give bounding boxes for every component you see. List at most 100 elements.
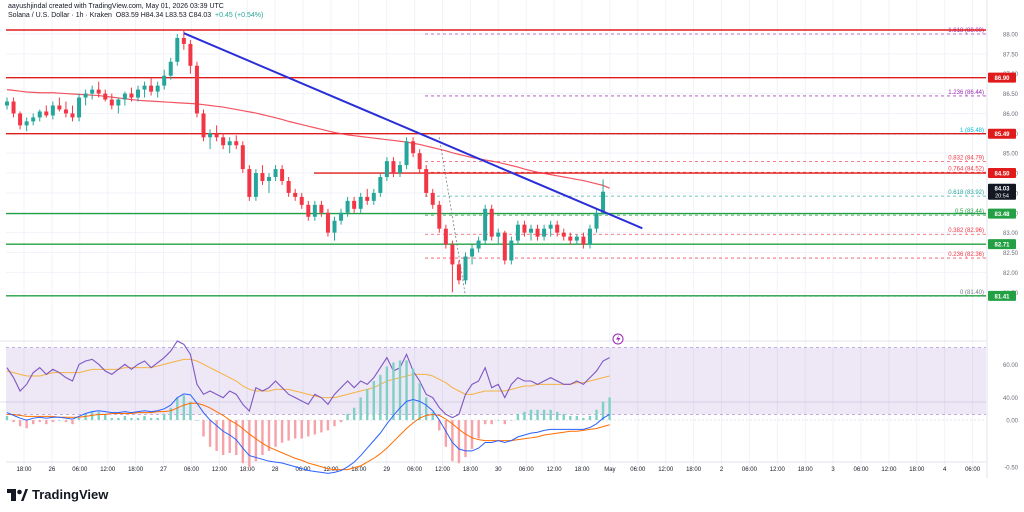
price-tick-label: 82.00 (1003, 271, 1019, 277)
candle (208, 129, 213, 150)
macd-histogram-bar (431, 411, 434, 421)
candle-body (594, 212, 599, 229)
macd-histogram-bar (582, 418, 585, 421)
candle-body (129, 93, 134, 98)
candle (437, 200, 442, 233)
fib-level-label: 0.618 (83.92) (948, 190, 984, 196)
candle (5, 97, 9, 110)
time-tick-label: 18:00 (686, 467, 702, 473)
candle-body (371, 192, 376, 201)
price-tick-label: 85.00 (1003, 152, 1019, 158)
macd-histogram-bar (176, 397, 179, 421)
candle-body (116, 99, 121, 106)
macd-histogram-bar (32, 420, 35, 425)
macd-histogram-bar (189, 401, 192, 421)
macd-histogram-bar (575, 415, 579, 421)
macd-histogram-bar (254, 420, 258, 462)
macd-histogram-bar (523, 411, 526, 421)
candle (280, 165, 285, 185)
candle (561, 228, 566, 241)
author-line: aayushjindal created with TradingView.co… (8, 3, 224, 10)
candle-body (214, 133, 219, 138)
macd-histogram-bar (346, 413, 349, 421)
lightning-icon (612, 333, 624, 345)
macd-histogram-bar (595, 409, 598, 421)
macd-histogram-bar (556, 411, 559, 421)
macd-histogram-bar (261, 420, 264, 456)
fib-level-label: 0.5 (83.44) (955, 209, 984, 215)
price-level-tag (988, 128, 1016, 139)
price-tick-label: 88.00 (1003, 32, 1019, 38)
time-tick-label: 18:00 (798, 467, 814, 473)
candle (31, 113, 36, 126)
candle-body (529, 228, 533, 233)
symbol-line[interactable]: Solana / U.S. Dollar · 1h · Kraken (8, 12, 112, 19)
tradingview-logo-icon (7, 488, 28, 501)
candle-body (352, 200, 357, 209)
candle-body (587, 228, 592, 245)
fib-level-label: 1 (85.48) (960, 128, 984, 134)
candle (581, 232, 586, 249)
candle-body (312, 204, 317, 217)
time-tick-label: 06:00 (630, 467, 646, 473)
time-tick-label: 3 (831, 467, 835, 473)
candle-body (267, 177, 271, 181)
macd-histogram-bar (470, 420, 474, 449)
macd-histogram-bar (38, 420, 41, 423)
candle-body (208, 133, 213, 138)
candle (358, 192, 363, 213)
candle-body (50, 105, 55, 116)
macd-histogram-bar (352, 407, 356, 421)
candle-body (339, 212, 344, 221)
candle-body (456, 264, 461, 281)
candle (352, 196, 357, 213)
price-tick-label: 87.50 (1003, 52, 1019, 58)
candle-body (535, 228, 540, 237)
macd-histogram-bar (280, 420, 284, 443)
candle-body (489, 208, 494, 237)
candle (273, 165, 278, 181)
macd-histogram-bar (248, 420, 251, 468)
time-tick-label: 12:00 (323, 467, 339, 473)
candle (201, 109, 206, 142)
time-tick-label: 12:00 (100, 467, 116, 473)
price-level-tag-text: 84.50 (994, 172, 1010, 178)
time-tick-label: 28 (272, 467, 279, 473)
macd-histogram-bar (510, 420, 513, 421)
price-tick-label: 83.00 (1003, 231, 1019, 237)
macd-histogram-bar (536, 409, 539, 421)
candle-body (18, 113, 23, 126)
time-tick-label: 18:00 (16, 467, 32, 473)
macd-histogram-bar (385, 366, 389, 421)
price-level-tag-text: 85.49 (994, 132, 1010, 138)
price-level-tag (988, 290, 1016, 301)
candle (103, 89, 108, 102)
candle-body (437, 204, 442, 229)
moving-average-line (6, 89, 610, 189)
candle (57, 97, 62, 112)
macd-histogram-bar (169, 407, 172, 421)
macd-histogram-bar (241, 420, 244, 464)
candle (470, 244, 475, 265)
candle (149, 77, 154, 96)
price-level-tag-text: 81.41 (994, 294, 1010, 300)
time-tick-label: 2 (720, 467, 724, 473)
candle-body (142, 85, 147, 90)
macd-histogram-bar (58, 420, 61, 421)
price-level-tag-text: 86.90 (994, 76, 1010, 82)
time-tick-label: 18:00 (351, 467, 367, 473)
candle (522, 220, 527, 237)
fib-level-label: 0 (81.40) (960, 290, 984, 296)
candle (122, 91, 127, 106)
candle-body (149, 85, 154, 92)
tradingview-brand[interactable]: TradingView (6, 487, 108, 502)
macd-histogram-bar (287, 420, 290, 441)
macd-histogram-bar (516, 413, 520, 421)
price-level-tag (988, 239, 1016, 250)
candle (37, 109, 42, 122)
candle (489, 204, 494, 241)
macd-histogram-bar (457, 420, 461, 464)
candle-body (515, 224, 520, 241)
macd-histogram-bar (588, 415, 592, 421)
